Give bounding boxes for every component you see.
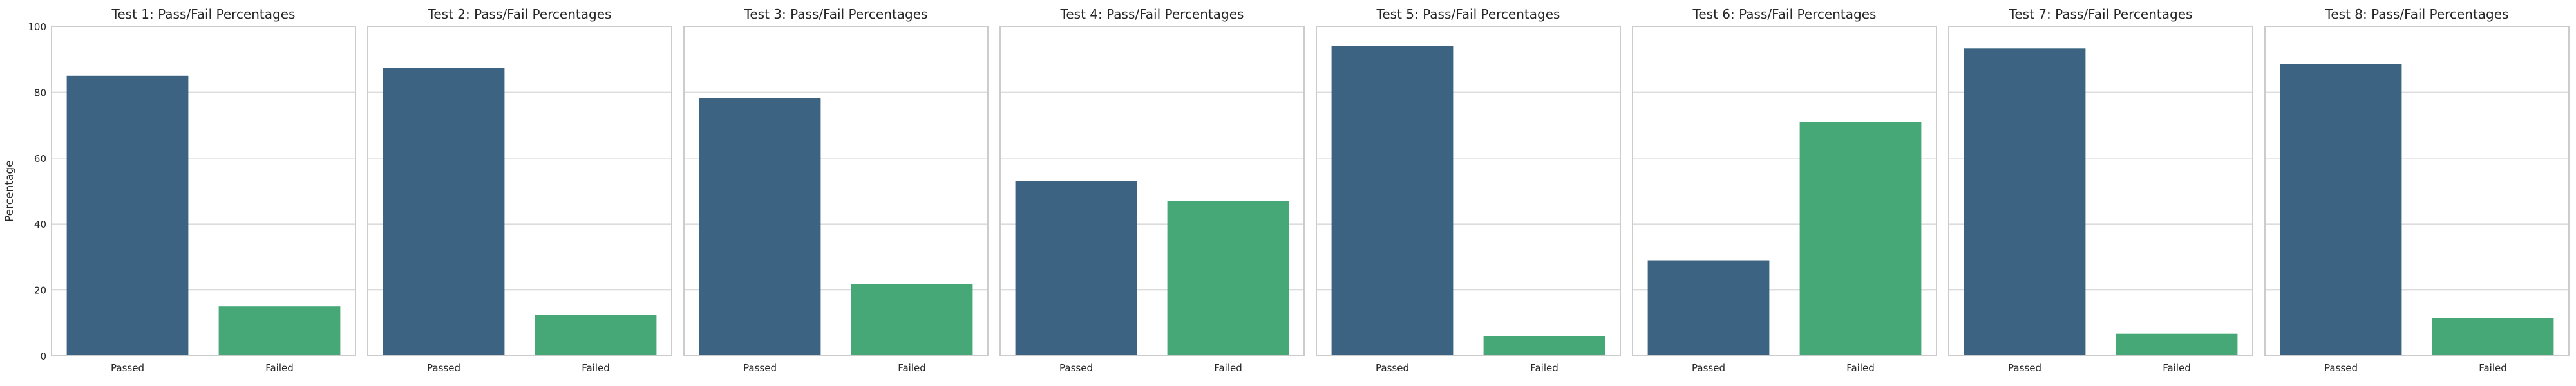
y-tick-label: 20 — [34, 285, 46, 297]
chart-title: Test 5: Pass/Fail Percentages — [1376, 6, 1560, 22]
plot-frame — [367, 26, 672, 356]
bar-failed — [1483, 336, 1605, 356]
plot-frame — [51, 26, 356, 356]
y-tick-label: 80 — [34, 87, 46, 98]
bar-failed — [2116, 333, 2238, 356]
chart-panel: Passed Failed Test 6: Pass/Fail Percentage… — [1632, 6, 1937, 374]
bar-failed — [1799, 122, 1922, 356]
bar-passed — [383, 68, 505, 356]
y-tick-label: 60 — [34, 153, 46, 165]
bar-failed — [2432, 318, 2554, 356]
chart-title: Test 3: Pass/Fail Percentages — [744, 6, 928, 22]
x-tick-label: Passed — [427, 362, 460, 374]
plot-frame — [1632, 26, 1937, 356]
x-tick-label: Passed — [111, 362, 144, 374]
bar-failed — [535, 315, 657, 356]
bar-passed — [1015, 181, 1137, 356]
chart-panel: Passed Failed Test 7: Pass/Fail Percentage… — [1948, 6, 2253, 374]
bar-passed — [1331, 46, 1454, 356]
chart-title: Test 8: Pass/Fail Percentages — [2325, 6, 2509, 22]
chart-panel: Passed Failed Test 2: Pass/Fail Percentage… — [367, 6, 672, 374]
x-tick-label: Failed — [1530, 362, 1558, 374]
x-tick-label: Passed — [1059, 362, 1093, 374]
chart-title: Test 6: Pass/Fail Percentages — [1692, 6, 1877, 22]
x-tick-label: Passed — [2008, 362, 2041, 374]
x-tick-label: Failed — [265, 362, 294, 374]
chart-panel: Passed Failed Test 3: Pass/Fail Percentage… — [683, 6, 989, 374]
x-tick-label: Passed — [1376, 362, 1409, 374]
bar-failed — [851, 284, 973, 356]
chart-title: Test 7: Pass/Fail Percentages — [2009, 6, 2193, 22]
chart-panel: Passed Failed Test 8: Pass/Fail Percentage… — [2264, 6, 2570, 374]
y-tick-label: 40 — [34, 219, 46, 230]
chart-panel: Passed Failed Test 4: Pass/Fail Percentage… — [999, 6, 1305, 374]
x-tick-label: Passed — [743, 362, 777, 374]
x-tick-label: Failed — [2163, 362, 2191, 374]
y-tick-label: 0 — [40, 351, 46, 362]
x-tick-label: Failed — [2479, 362, 2507, 374]
bar-failed — [218, 306, 341, 356]
bar-passed — [66, 75, 189, 356]
plot-frame — [1316, 26, 1621, 356]
bar-failed — [1167, 201, 1289, 356]
x-tick-label: Passed — [1692, 362, 1725, 374]
x-tick-label: Failed — [582, 362, 610, 374]
plot-frame — [1948, 26, 2253, 356]
x-tick-label: Failed — [898, 362, 926, 374]
bar-passed — [2280, 64, 2402, 356]
y-axis-label: Percentage — [3, 160, 16, 222]
bar-passed — [1964, 48, 2086, 356]
x-tick-label: Failed — [1214, 362, 1242, 374]
plot-frame — [999, 26, 1305, 356]
bar-passed — [699, 98, 821, 356]
y-tick-label: 100 — [28, 21, 46, 33]
plot-frame — [683, 26, 989, 356]
x-tick-label: Failed — [1846, 362, 1875, 374]
chart-title: Test 4: Pass/Fail Percentages — [1060, 6, 1244, 22]
x-tick-label: Passed — [2324, 362, 2358, 374]
chart-title: Test 2: Pass/Fail Percentages — [428, 6, 612, 22]
bar-passed — [1647, 260, 1770, 356]
plot-frame — [2264, 26, 2570, 356]
chart-panel: Passed Failed Test 5: Pass/Fail Percentage… — [1316, 6, 1621, 374]
chart-panel: 0 20 40 60 80 100 Passed Failed Test 1: Pass/Fai… — [28, 6, 356, 374]
chart-title: Test 1: Pass/Fail Percentages — [111, 6, 296, 22]
